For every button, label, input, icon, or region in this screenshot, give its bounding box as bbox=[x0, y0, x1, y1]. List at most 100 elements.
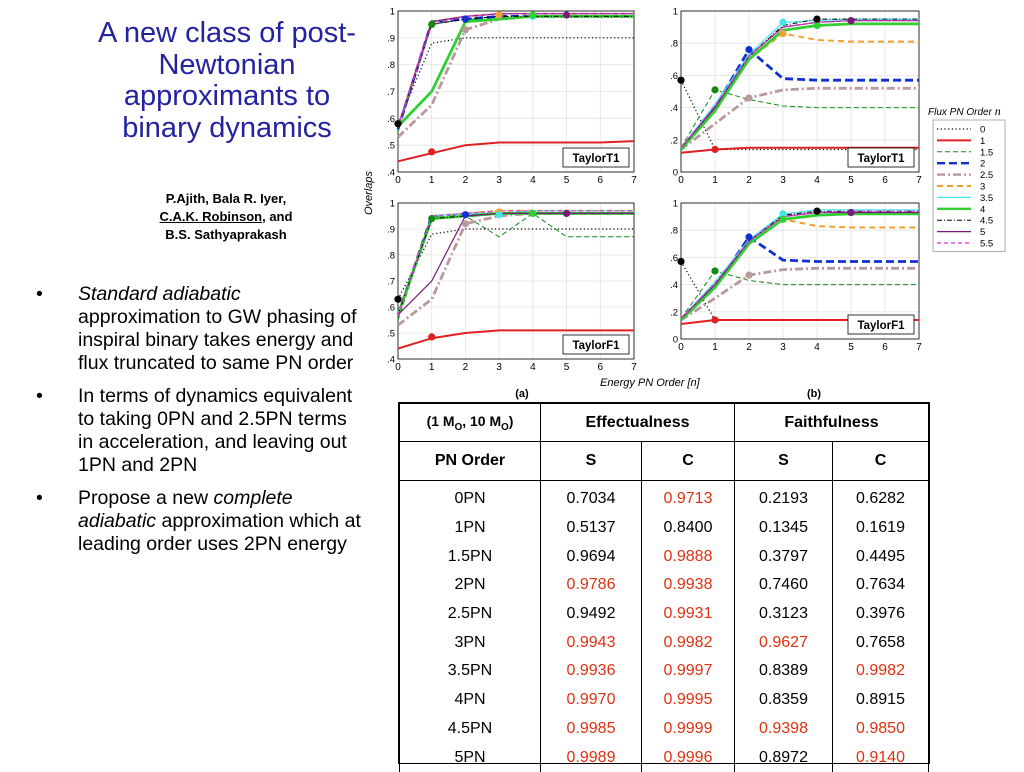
plot-taylorf1-a: 0 1 2 3 4 5 6 7 .4 .5 .6 .7 .8 .9 1 TaylorF1 bbox=[387, 199, 637, 374]
x-tick-label: 3 bbox=[780, 342, 786, 353]
y-tick-label: .4 bbox=[387, 168, 395, 179]
authors-line-2-rest: , and bbox=[262, 209, 293, 224]
table-row: 4PN 0.9970 0.9995 0.8359 0.8915 bbox=[399, 685, 929, 715]
x-tick-label: 6 bbox=[598, 362, 604, 373]
fai-s-cell: 0.2193 bbox=[734, 480, 833, 514]
series-line-1-5 bbox=[680, 89, 919, 149]
legend-entry-label: 2.5 bbox=[980, 170, 993, 181]
plot-frame bbox=[680, 202, 920, 340]
author-list: P.Ajith, Bala R. Iyer, C.A.K. Robinson, … bbox=[100, 190, 352, 244]
eff-s-cell: 0.5137 bbox=[540, 513, 642, 543]
series-line-5 bbox=[397, 212, 634, 316]
fai-c-cell: 0.7658 bbox=[832, 628, 929, 658]
series-line-5-5 bbox=[680, 20, 919, 149]
x-tick-label: 4 bbox=[814, 175, 820, 186]
approximant-label: TaylorT1 bbox=[857, 153, 905, 165]
x-axis-label: Energy PN Order [n] bbox=[600, 377, 701, 389]
fai-s-cell: 0.7460 bbox=[734, 571, 833, 600]
legend-title-var: n bbox=[995, 104, 1001, 118]
eff-c-cell: 0.8400 bbox=[641, 513, 735, 543]
fai-s-cell: 0.3797 bbox=[734, 542, 833, 572]
fai-c-cell: 0.4495 bbox=[832, 542, 929, 572]
data-point-marker bbox=[394, 295, 402, 303]
x-tick-label: 3 bbox=[780, 175, 786, 186]
eff-s-cell: 0.9970 bbox=[540, 685, 642, 715]
data-point-marker bbox=[562, 209, 571, 217]
legend-entry-label: 5.5 bbox=[980, 239, 993, 250]
x-tick-label: 0 bbox=[678, 175, 684, 186]
approximant-label-box bbox=[562, 334, 630, 355]
x-tick-label: 1 bbox=[712, 342, 718, 353]
data-point-marker bbox=[394, 120, 402, 128]
data-point-marker bbox=[495, 11, 503, 19]
x-tick-label: 4 bbox=[814, 342, 820, 353]
x-tick-label: 5 bbox=[564, 362, 570, 373]
data-point-marker bbox=[847, 17, 855, 25]
data-point-marker bbox=[847, 208, 855, 217]
data-point-marker bbox=[745, 94, 753, 102]
pn-order-cell: 0PN bbox=[399, 480, 541, 514]
legend-entry-label: 5 bbox=[980, 227, 985, 238]
fai-c-cell: 0.6282 bbox=[832, 480, 929, 514]
fai-c-cell: 0.9850 bbox=[832, 714, 929, 744]
data-point-marker bbox=[529, 209, 537, 217]
y-tick-label: .6 bbox=[387, 114, 395, 125]
bullet-emphasis: Standard adiabatic bbox=[78, 283, 241, 305]
eff-s-cell: 0.9989 bbox=[540, 743, 642, 772]
data-point-marker bbox=[428, 215, 436, 223]
data-point-marker bbox=[779, 18, 787, 26]
fai-s-cell: 0.8972 bbox=[734, 743, 833, 772]
series-line-0 bbox=[397, 228, 634, 300]
data-point-marker bbox=[428, 148, 436, 156]
pn-order-cell: 2.5PN bbox=[399, 599, 541, 629]
fai-c-cell: 0.7634 bbox=[832, 571, 929, 600]
fai-c-cell: 0.8915 bbox=[832, 685, 929, 715]
y-tick-label: .6 bbox=[670, 253, 678, 264]
mass-header-part: ) bbox=[508, 412, 514, 429]
legend-entry-label: 4 bbox=[980, 204, 985, 215]
pn-order-cell: 3PN bbox=[399, 628, 541, 658]
table-row: 4.5PN 0.9985 0.9999 0.9398 0.9850 bbox=[399, 714, 929, 744]
pn-order-cell: 3.5PN bbox=[399, 657, 541, 686]
y-tick-label: .8 bbox=[670, 226, 678, 237]
eff-c-cell: 0.9999 bbox=[641, 714, 735, 744]
presenter-name: C.A.K. Robinson bbox=[159, 209, 263, 224]
x-tick-label: 2 bbox=[463, 362, 469, 373]
legend-entry-label: 3 bbox=[980, 182, 985, 193]
y-tick-label: .5 bbox=[387, 329, 395, 340]
plot-frame bbox=[397, 202, 635, 360]
plot-frame bbox=[397, 10, 635, 173]
pn-order-cell: 1.5PN bbox=[399, 542, 541, 572]
x-tick-label: 1 bbox=[429, 362, 435, 373]
data-point-marker bbox=[745, 271, 753, 279]
x-tick-label: 0 bbox=[395, 362, 401, 373]
legend-title-text: Flux PN Order bbox=[928, 107, 995, 118]
data-point-marker bbox=[428, 20, 436, 29]
table-subheader-row: PN Order S C S C bbox=[399, 441, 929, 481]
y-tick-label: .8 bbox=[387, 251, 395, 262]
bullet-text: approximation to GW phasing of inspiral … bbox=[78, 306, 357, 374]
y-tick-label: .2 bbox=[670, 135, 678, 146]
eff-c-cell: 0.9931 bbox=[641, 599, 735, 629]
authors-line-1: P.Ajith, Bala R. Iyer, bbox=[165, 191, 287, 206]
panel-b-label: (b) bbox=[807, 388, 821, 400]
data-point-marker bbox=[677, 257, 685, 266]
legend-title: Flux PN Order n bbox=[928, 104, 1001, 118]
bullet-emphasis: complete adiabatic bbox=[78, 487, 293, 532]
authors-line-3: B.S. Sathyaprakash bbox=[165, 227, 287, 242]
eff-c-cell: 0.9713 bbox=[641, 480, 735, 514]
pn-order-cell: 1PN bbox=[399, 513, 541, 543]
series-line-1 bbox=[397, 329, 634, 350]
bullet-item: In terms of dynamics equivalent to takin… bbox=[36, 385, 366, 477]
bullet-text: Propose a new bbox=[78, 487, 214, 509]
y-tick-label: .5 bbox=[387, 141, 395, 152]
panel-a-label: (a) bbox=[515, 388, 529, 400]
series-line-0 bbox=[397, 37, 634, 124]
x-tick-label: 6 bbox=[598, 175, 604, 186]
fai-s-cell: 0.9627 bbox=[734, 628, 833, 658]
x-tick-label: 7 bbox=[916, 342, 922, 353]
bullet-text: approximation which at leading order use… bbox=[78, 510, 361, 555]
eff-s-header: S bbox=[540, 441, 642, 481]
x-tick-label: 4 bbox=[530, 175, 536, 186]
legend-entry-label: 3.5 bbox=[980, 193, 993, 204]
